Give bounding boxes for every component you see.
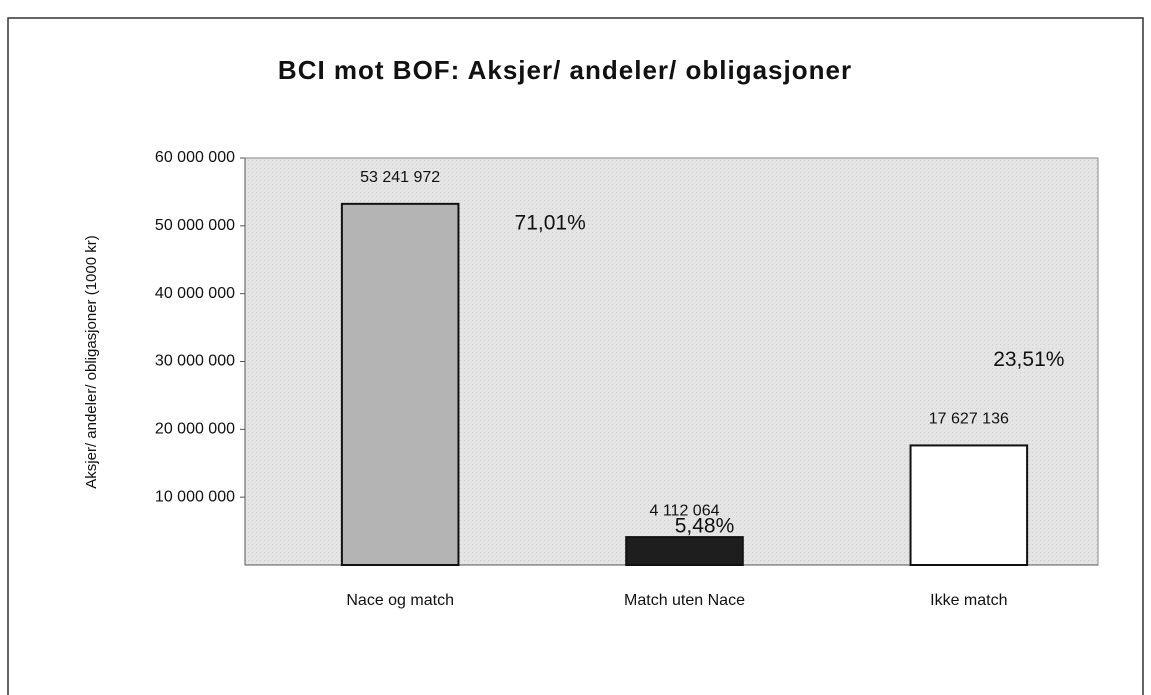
x-tick-label: Match uten Nace (624, 592, 745, 609)
x-tick-label: Ikke match (930, 592, 1007, 609)
y-tick-label: 10 000 000 (155, 488, 235, 505)
y-tick-label: 20 000 000 (155, 421, 235, 438)
y-tick-label: 50 000 000 (155, 217, 235, 234)
y-tick-label: 40 000 000 (155, 285, 235, 302)
chart-title: BCI mot BOF: Aksjer/ andeler/ obligasjon… (278, 55, 852, 85)
value-label: 53 241 972 (360, 169, 440, 186)
share-label: 5,48% (675, 515, 735, 538)
bar (340, 202, 460, 566)
bar (909, 444, 1029, 566)
share-label: 71,01% (515, 211, 586, 234)
value-label: 17 627 136 (929, 411, 1009, 428)
y-axis-label: Aksjer/ andeler/ obligasjoner (1000 kr) (83, 235, 100, 488)
y-tick-label: 30 000 000 (155, 353, 235, 370)
bar (625, 536, 744, 567)
y-tick-label: 60 000 000 (155, 149, 235, 166)
x-tick-label: Nace og match (346, 592, 454, 609)
share-label: 23,51% (993, 348, 1064, 371)
value-label: 4 112 064 (650, 502, 720, 519)
